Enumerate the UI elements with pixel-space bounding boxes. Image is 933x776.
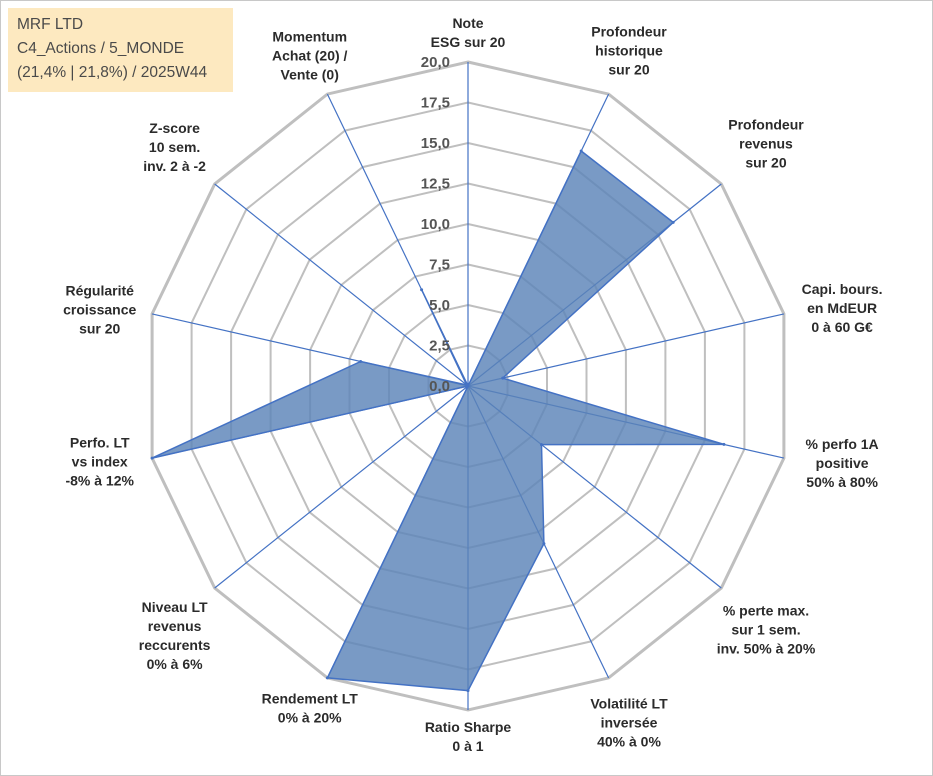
axis-label-13-line-1: Achat (20) /: [272, 48, 348, 64]
axis-label-10-line-0: Perfo. LT: [70, 435, 130, 451]
company-name: MRF LTD: [17, 16, 84, 33]
axis-label-12-line-0: Z-score: [149, 120, 200, 136]
axis-label-4: % perfo 1A positive 50% à 80%: [806, 436, 879, 490]
axis-label-11-line-1: croissance: [63, 301, 136, 317]
axis-label-4-line-2: 50% à 80%: [806, 474, 878, 490]
axis-label-7: Ratio Sharpe 0 à 1: [425, 719, 512, 754]
data-point-11: [359, 360, 363, 363]
data-point-13: [420, 288, 424, 292]
axis-label-12-line-2: inv. 2 à -2: [143, 158, 206, 174]
axis-label-8-line-0: Rendement LT: [262, 690, 359, 706]
axis-label-2: Profondeur revenus sur 20: [728, 117, 804, 171]
axis-label-13: Momentum Achat (20) / Vente (0): [272, 29, 348, 83]
axis-label-6-line-1: inversée: [601, 715, 658, 731]
axis-label-9-line-0: Niveau LT: [142, 599, 208, 615]
data-point-3: [501, 376, 505, 380]
tick-label-8: 20,0: [421, 54, 450, 71]
axis-label-11: Régularité croissance sur 20: [63, 282, 136, 336]
tick-label-2: 5,0: [429, 297, 450, 314]
axis-label-5-line-2: inv. 50% à 20%: [717, 641, 816, 657]
tick-label-4: 10,0: [421, 216, 450, 233]
axis-label-0: Note ESG sur 20: [431, 15, 506, 50]
data-point-8: [325, 676, 329, 680]
axis-label-12-line-1: 10 sem.: [149, 139, 200, 155]
axis-label-10: Perfo. LT vs index -8% à 12%: [65, 435, 134, 489]
data-point-6: [542, 542, 546, 546]
axis-label-1: Profondeur historique sur 20: [591, 23, 667, 77]
spoke-12: [214, 183, 469, 387]
radar-series: [150, 149, 726, 693]
axis-label-4-line-1: positive: [816, 455, 869, 471]
axis-label-8: Rendement LT 0% à 20%: [262, 690, 359, 725]
data-point-1: [579, 149, 583, 153]
tick-label-5: 12,5: [421, 176, 450, 193]
info-box: MRF LTD C4_Actions / 5_MONDE (21,4% | 21…: [8, 8, 233, 92]
axis-label-13-line-0: Momentum: [272, 29, 347, 45]
axis-label-2-line-2: sur 20: [745, 155, 786, 171]
axis-label-3: Capi. bours. en MdEUR 0 à 60 G€: [802, 281, 883, 335]
axis-label-10-line-2: -8% à 12%: [65, 473, 134, 489]
tick-label-7: 17,5: [421, 95, 450, 112]
axis-label-1-line-0: Profondeur: [591, 23, 667, 39]
axis-label-9-line-1: revenus: [148, 618, 202, 634]
tick-label-3: 7,5: [429, 257, 450, 274]
axis-label-0-line-1: ESG sur 20: [431, 34, 506, 50]
data-point-4: [722, 442, 726, 446]
axis-label-9-line-2: reccurents: [139, 637, 211, 653]
category-label: C4_Actions / 5_MONDE: [17, 40, 185, 57]
axis-label-6-line-0: Volatilité LT: [590, 696, 668, 712]
spoke-3: [467, 313, 785, 387]
axis-label-4-line-0: % perfo 1A: [806, 436, 879, 452]
axis-label-3-line-2: 0 à 60 G€: [811, 319, 873, 335]
radar-axis-labels: Note ESG sur 20 Profondeur historique sur 20…: [63, 15, 882, 754]
radar-tick-labels: 0,0 2,5 5,0 7,5 10,0 12,5 15,0 17,5 20,0: [421, 54, 450, 395]
axis-label-7-line-1: 0 à 1: [452, 738, 483, 754]
tick-label-0: 0,0: [429, 378, 450, 395]
axis-label-5: % perte max. sur 1 sem. inv. 50% à 20%: [717, 603, 816, 657]
data-point-5: [540, 443, 543, 447]
tick-label-1: 2,5: [429, 338, 450, 355]
axis-label-3-line-1: en MdEUR: [807, 300, 877, 316]
axis-label-12: Z-score 10 sem. inv. 2 à -2: [143, 120, 206, 174]
axis-label-5-line-1: sur 1 sem.: [731, 622, 800, 638]
axis-label-2-line-0: Profondeur: [728, 117, 804, 133]
axis-label-3-line-0: Capi. bours.: [802, 281, 883, 297]
axis-label-0-line-0: Note: [452, 15, 483, 31]
axis-label-6-line-2: 40% à 0%: [597, 734, 661, 750]
tick-label-6: 15,0: [421, 135, 450, 152]
axis-label-8-line-1: 0% à 20%: [278, 709, 342, 725]
axis-label-9: Niveau LT revenus reccurents 0% à 6%: [139, 599, 211, 672]
axis-label-2-line-1: revenus: [739, 136, 793, 152]
axis-label-7-line-0: Ratio Sharpe: [425, 719, 512, 735]
data-point-10: [150, 456, 154, 460]
axis-label-11-line-2: sur 20: [79, 320, 120, 336]
axis-label-1-line-2: sur 20: [608, 61, 649, 77]
data-point-2: [671, 220, 675, 224]
axis-label-5-line-0: % perte max.: [723, 603, 809, 619]
axis-label-1-line-1: historique: [595, 42, 663, 58]
axis-label-9-line-3: 0% à 6%: [147, 656, 204, 672]
data-point-7: [466, 689, 470, 693]
axis-label-6: Volatilité LT inversée 40% à 0%: [590, 696, 668, 750]
axis-label-13-line-2: Vente (0): [281, 67, 339, 83]
data-point-12: [465, 383, 469, 387]
spoke-9: [214, 385, 469, 589]
period-label: (21,4% | 21,8%) / 2025W44: [17, 64, 208, 81]
axis-label-10-line-1: vs index: [72, 454, 128, 470]
axis-label-11-line-0: Régularité: [65, 282, 134, 298]
